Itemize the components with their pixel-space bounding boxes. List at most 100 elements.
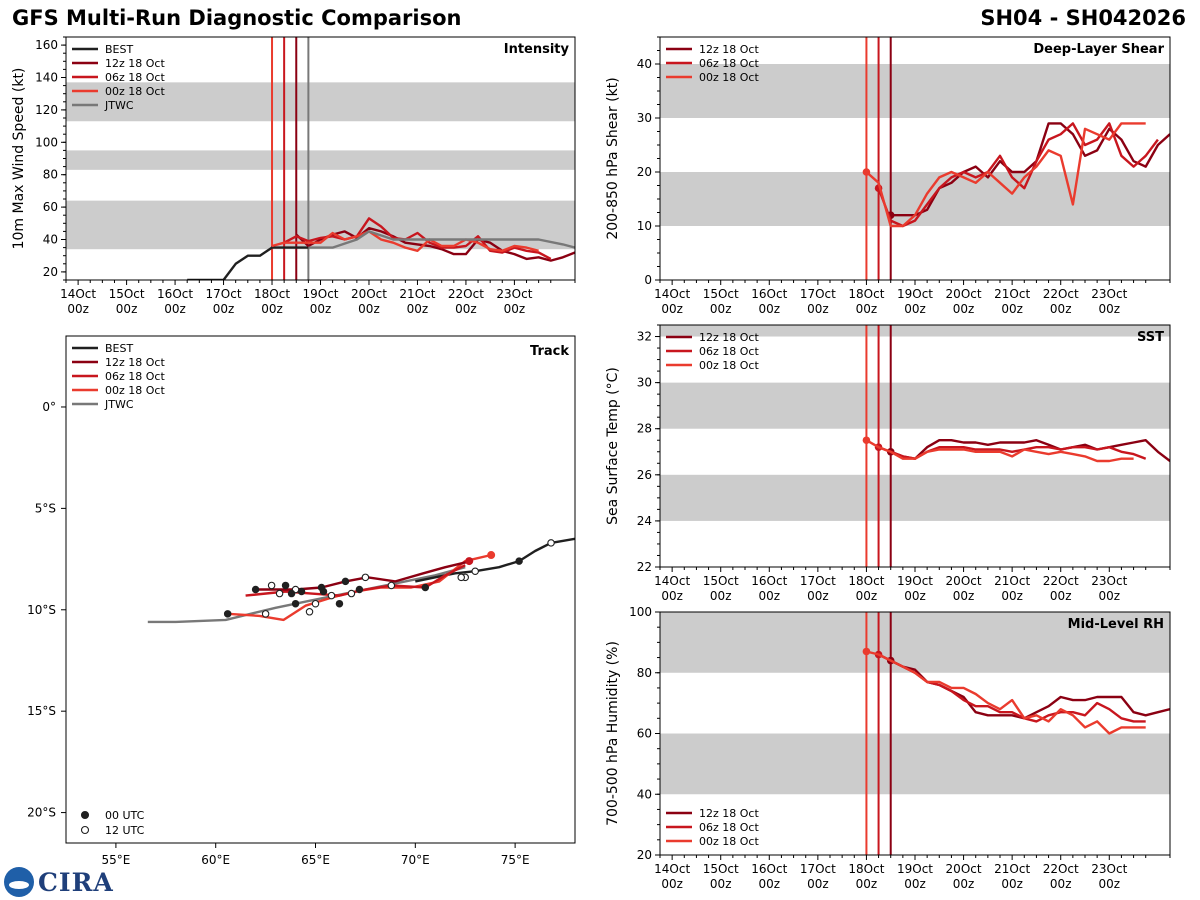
init-point-run00z [862, 647, 871, 656]
y-tick-label: 60 [43, 200, 58, 214]
y-axis-label: 10m Max Wind Speed (kt) [11, 68, 27, 250]
x-tick-label: 22Oct [1043, 574, 1079, 588]
track-marker-12utc [327, 591, 336, 600]
logo-text: CIRA [38, 867, 114, 897]
legend-label: BEST [105, 43, 133, 56]
legend-label: JTWC [104, 398, 134, 411]
y-tick-label: 20 [637, 165, 652, 179]
x-tick-label: 15Oct [703, 574, 739, 588]
x-tick-label: 22Oct [448, 287, 484, 301]
y-tick-label: 22 [637, 560, 652, 574]
x-tick-label: 20Oct [946, 574, 982, 588]
y-tick-label: 32 [637, 330, 652, 344]
y-tick-label: 60 [637, 727, 652, 741]
x-tick-label: 18Oct [848, 862, 884, 876]
track-marker-12utc [275, 589, 284, 598]
x-tick-sublabel: 00z [358, 302, 380, 316]
track-marker-00utc [251, 585, 260, 594]
axes-frame [65, 335, 576, 844]
x-tick-label: 14Oct [654, 574, 690, 588]
x-tick-label: 15Oct [703, 862, 739, 876]
x-tick-label: 19Oct [897, 287, 933, 301]
track-marker-00utc [223, 610, 232, 618]
x-tick-label: 14Oct [60, 287, 96, 301]
series-line-run00z [866, 650, 1146, 735]
series-line-jtwc [308, 230, 575, 249]
x-tick-sublabel: 00z [1098, 877, 1120, 891]
x-tick-label: 16Oct [157, 287, 193, 301]
x-tick-sublabel: 00z [758, 877, 780, 891]
x-tick-label: 19Oct [897, 574, 933, 588]
y-tick-label: 28 [637, 422, 652, 436]
x-tick-label: 17Oct [206, 287, 242, 301]
x-tick-sublabel: 00z [213, 302, 235, 316]
x-tick-sublabel: 00z [710, 589, 732, 603]
track-marker-12utc [311, 599, 320, 608]
noaa-emblem-icon [4, 867, 34, 897]
x-tick-sublabel: 00z [661, 877, 683, 891]
track-marker-00utc [355, 585, 364, 594]
x-tick-sublabel: 00z [856, 302, 878, 316]
y-tick-label: 40 [637, 787, 652, 801]
track-marker-12utc [305, 608, 314, 616]
x-tick-sublabel: 00z [1098, 302, 1120, 316]
y-tick-label: 24 [637, 514, 652, 528]
x-tick-sublabel: 00z [904, 302, 926, 316]
track-marker-12utc [471, 567, 479, 575]
track-marker-00utc [515, 557, 523, 565]
init-point-run00z [862, 436, 871, 445]
y-axis-label: 200-850 hPa Shear (kt) [605, 77, 621, 239]
y-tick-label: 20 [43, 265, 58, 279]
x-tick-sublabel: 00z [1050, 589, 1072, 603]
x-tick-sublabel: 00z [953, 302, 975, 316]
track-marker-00utc [287, 589, 296, 598]
plot-area [147, 537, 575, 624]
panel-title: Mid-Level RH [1068, 617, 1164, 632]
x-tick-sublabel: 00z [661, 302, 683, 316]
y-tick-label: 100 [629, 605, 652, 619]
x-tick-sublabel: 00z [953, 589, 975, 603]
x-tick-label: 16Oct [751, 287, 787, 301]
series-line-best [187, 246, 309, 280]
x-tick-label: 21Oct [994, 574, 1030, 588]
x-tick-label: 20Oct [351, 287, 387, 301]
y-tick-label: 0 [644, 273, 652, 287]
legend-label: 12z 18 Oct [105, 57, 165, 70]
x-tick-sublabel: 00z [758, 302, 780, 316]
x-tick-sublabel: 00z [261, 302, 283, 316]
x-tick-label: 17Oct [800, 862, 836, 876]
series-line-run12z [295, 226, 575, 262]
x-tick-label: 23Oct [1091, 862, 1127, 876]
legend-label: 06z 18 Oct [105, 370, 165, 383]
x-tick-sublabel: 00z [67, 302, 89, 316]
panel-title: Deep-Layer Shear [1033, 42, 1164, 57]
legend-label: 00z 18 Oct [699, 71, 759, 84]
x-tick-label: 14Oct [654, 862, 690, 876]
track-marker-12utc [261, 610, 270, 618]
panel-title: Track [530, 344, 569, 359]
band-0 [660, 474, 1170, 521]
y-tick-label: 140 [35, 71, 58, 85]
y-tick-label: 40 [637, 57, 652, 71]
legend-label: 06z 18 Oct [699, 345, 759, 358]
track-marker-00utc [421, 583, 430, 592]
x-tick-label: 23Oct [496, 287, 532, 301]
x-tick-sublabel: 00z [164, 302, 186, 316]
x-tick-sublabel: 00z [310, 302, 332, 316]
band-1 [660, 382, 1170, 429]
band-2 [660, 325, 1170, 337]
band-2 [66, 82, 575, 122]
x-tick-label: 20Oct [946, 862, 982, 876]
x-tick-sublabel: 00z [807, 589, 829, 603]
plot-area [660, 612, 1170, 855]
legend-label: 12z 18 Oct [105, 356, 165, 369]
x-tick-label: 15Oct [109, 287, 145, 301]
track-marker-12utc [347, 589, 356, 598]
x-tick-label: 18Oct [254, 287, 290, 301]
x-tick-sublabel: 00z [455, 302, 477, 316]
x-tick-label: 22Oct [1043, 862, 1079, 876]
x-tick-sublabel: 00z [116, 302, 138, 316]
plot-area [660, 325, 1170, 567]
y-tick-label: 20°S [27, 806, 56, 820]
x-tick-label: 23Oct [1091, 287, 1127, 301]
